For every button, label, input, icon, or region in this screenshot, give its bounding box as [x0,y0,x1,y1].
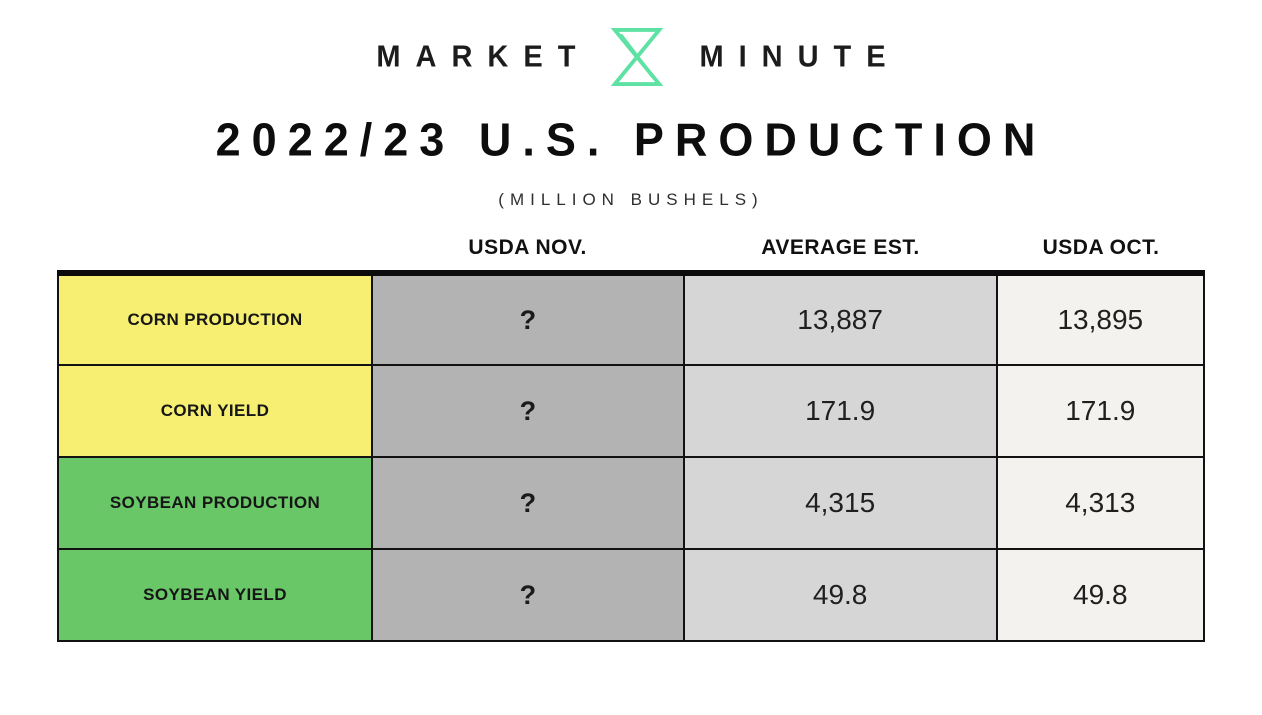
column-header-usda-oct: USDA OCT. [1042,236,1160,259]
hourglass-icon [611,28,664,86]
cell-corn-yield-usda-nov: ? [371,364,685,458]
column-header-average-est: AVERAGE EST. [761,236,920,259]
column-header-usda-nov: USDA NOV. [468,236,587,259]
cell-soybean-production-usda-nov: ? [371,456,685,550]
cell-soybean-production-average-est: 4,315 [682,456,998,550]
table-row-soybean-yield: SOYBEAN YIELD ? 49.8 49.8 [57,548,1206,642]
cell-corn-production-average-est: 13,887 [682,272,998,366]
row-label-corn-production: CORN PRODUCTION [57,272,373,366]
cell-soybean-production-usda-oct: 4,313 [995,456,1206,550]
logo-word-market: MARKET [376,39,591,74]
cell-soybean-yield-usda-oct: 49.8 [995,548,1206,642]
column-header-row: USDA NOV. AVERAGE EST. USDA OCT. [57,236,1205,260]
cell-corn-production-usda-oct: 13,895 [995,272,1206,366]
table-row-corn-yield: CORN YIELD ? 171.9 171.9 [57,364,1206,458]
cell-corn-yield-usda-oct: 171.9 [995,364,1206,458]
page-subtitle: (MILLION BUSHELS) [498,190,764,209]
row-label-soybean-yield: SOYBEAN YIELD [57,548,373,642]
row-label-soybean-production: SOYBEAN PRODUCTION [57,456,373,550]
row-label-corn-yield: CORN YIELD [57,364,373,458]
logo-word-minute: MINUTE [699,39,901,74]
production-table: CORN PRODUCTION ? 13,887 13,895 CORN YIE… [57,270,1206,642]
table-row-corn-production: CORN PRODUCTION ? 13,887 13,895 [57,272,1206,366]
cell-soybean-yield-usda-nov: ? [371,548,685,642]
table-row-soybean-production: SOYBEAN PRODUCTION ? 4,315 4,313 [57,456,1206,550]
logo: MARKET MINUTE [0,24,1262,90]
cell-soybean-yield-average-est: 49.8 [682,548,998,642]
page-title: 2022/23 U.S. PRODUCTION [215,113,1047,166]
cell-corn-yield-average-est: 171.9 [682,364,998,458]
cell-corn-production-usda-nov: ? [371,272,685,366]
